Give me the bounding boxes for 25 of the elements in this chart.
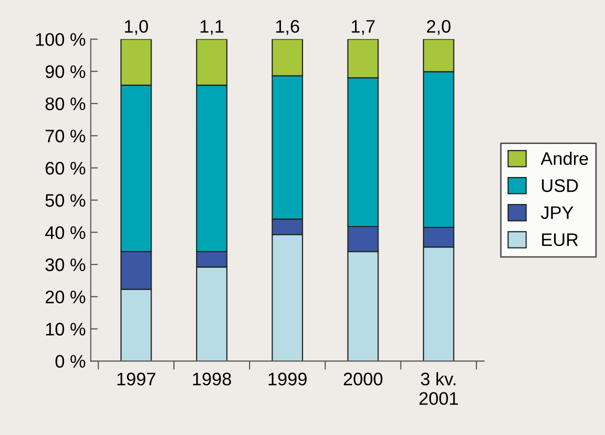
y-tick-label: 10 % [46,322,86,336]
annotation: 2,0 [426,20,450,35]
y-tick-label: 60 % [46,162,86,175]
y-tick-label: 70 % [46,130,86,142]
x-tick-label: 1997 [117,372,156,386]
annotation: 1,6 [276,20,300,35]
y-tick-label: 80 % [46,97,86,110]
x-tick-label: 2000 [344,372,382,386]
y-tick-label: 100 % [36,33,86,46]
y-tick-label: 20 % [46,290,86,304]
annotation: 1,1 [200,20,224,35]
x-tick-label: 1998 [193,372,232,386]
y-tick-label: 50 % [45,194,86,207]
legend-label: JPY [540,206,574,220]
y-tick-label: 0 % [55,354,86,368]
annotation: 1,7 [352,20,375,35]
y-tick-label: 40 % [45,226,86,240]
legend-label: Andre [540,152,588,165]
x-tick-label: 3 kv. 2001 [419,372,458,405]
y-tick-label: 90 % [46,65,86,78]
y-tick-label: 30 % [45,258,86,272]
legend-label: EUR [542,233,578,246]
annotation: 1,0 [124,20,148,35]
x-tick-label: 1999 [268,372,307,386]
legend-label: USD [542,179,578,192]
